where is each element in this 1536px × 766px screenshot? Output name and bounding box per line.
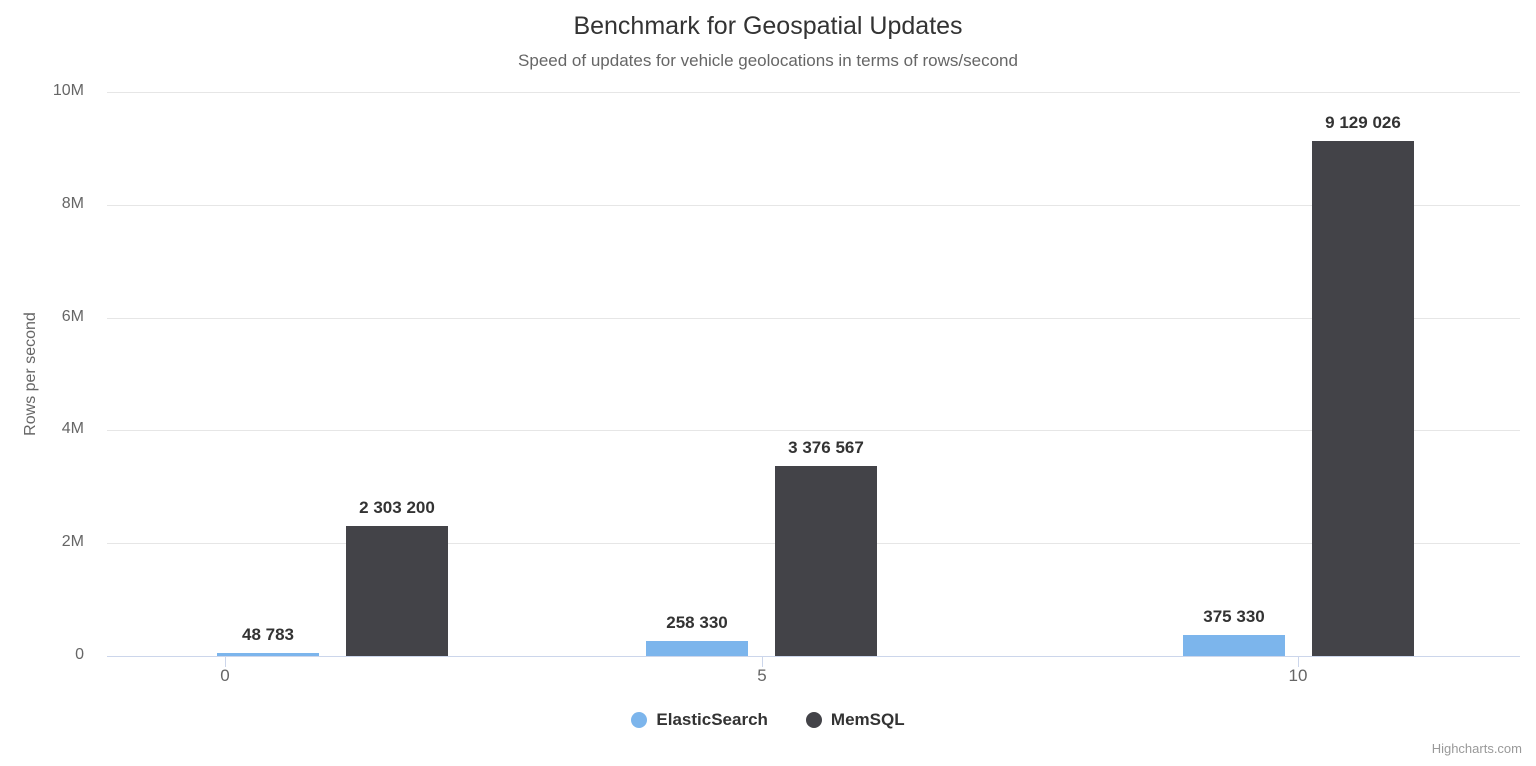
y-axis-tick-label: 8M [61, 195, 84, 212]
y-gridline [107, 430, 1520, 431]
chart-subtitle: Speed of updates for vehicle geolocation… [518, 51, 1018, 70]
y-axis-tick-label: 0 [75, 646, 84, 663]
memsql-series-marker-icon [805, 712, 822, 728]
bar-elasticsearch-x1[interactable] [217, 653, 319, 656]
elasticsearch-series-marker-icon [631, 712, 648, 728]
y-axis-tick-label: 10M [52, 82, 84, 99]
x-axis-tick [762, 657, 763, 667]
y-axis-tick-label: 4M [61, 420, 84, 437]
y-axis-title: Rows per second [22, 312, 39, 436]
x-axis-tick [1298, 657, 1299, 667]
bar-value-label: 48 783 [242, 625, 294, 644]
bar-elasticsearch-x10[interactable] [1183, 635, 1285, 656]
x-axis-tick-label: 5 [757, 666, 767, 685]
y-gridline [107, 318, 1520, 319]
bar-value-label: 375 330 [1203, 607, 1265, 626]
legend-label-elasticsearch: ElasticSearch [656, 710, 768, 729]
x-axis-tick-label: 0 [220, 666, 230, 685]
legend: ElasticSearch MemSQL [0, 710, 1536, 730]
x-axis-tick [225, 657, 226, 667]
legend-item-elasticsearch[interactable]: ElasticSearch [631, 710, 768, 730]
highcharts-credits-link[interactable]: Highcharts.com [1431, 741, 1522, 756]
y-gridline [107, 205, 1520, 206]
chart-title: Benchmark for Geospatial Updates [573, 12, 963, 40]
x-axis-line [107, 656, 1520, 657]
bar-value-label: 258 330 [666, 613, 728, 632]
bar-elasticsearch-x5[interactable] [646, 641, 748, 656]
bar-memsql-x5[interactable] [775, 466, 877, 656]
y-axis-tick-label: 6M [61, 308, 84, 325]
x-axis-tick-label: 10 [1288, 666, 1308, 685]
bar-value-label: 9 129 026 [1325, 113, 1401, 132]
bar-memsql-x1[interactable] [346, 526, 448, 656]
bar-memsql-x10[interactable] [1312, 141, 1414, 656]
y-axis-tick-label: 2M [61, 533, 84, 550]
bar-value-label: 3 376 567 [788, 438, 864, 457]
legend-item-memsql[interactable]: MemSQL [805, 710, 905, 730]
bar-value-label: 2 303 200 [359, 498, 435, 517]
legend-label-memsql: MemSQL [830, 710, 905, 729]
y-gridline [107, 92, 1520, 93]
